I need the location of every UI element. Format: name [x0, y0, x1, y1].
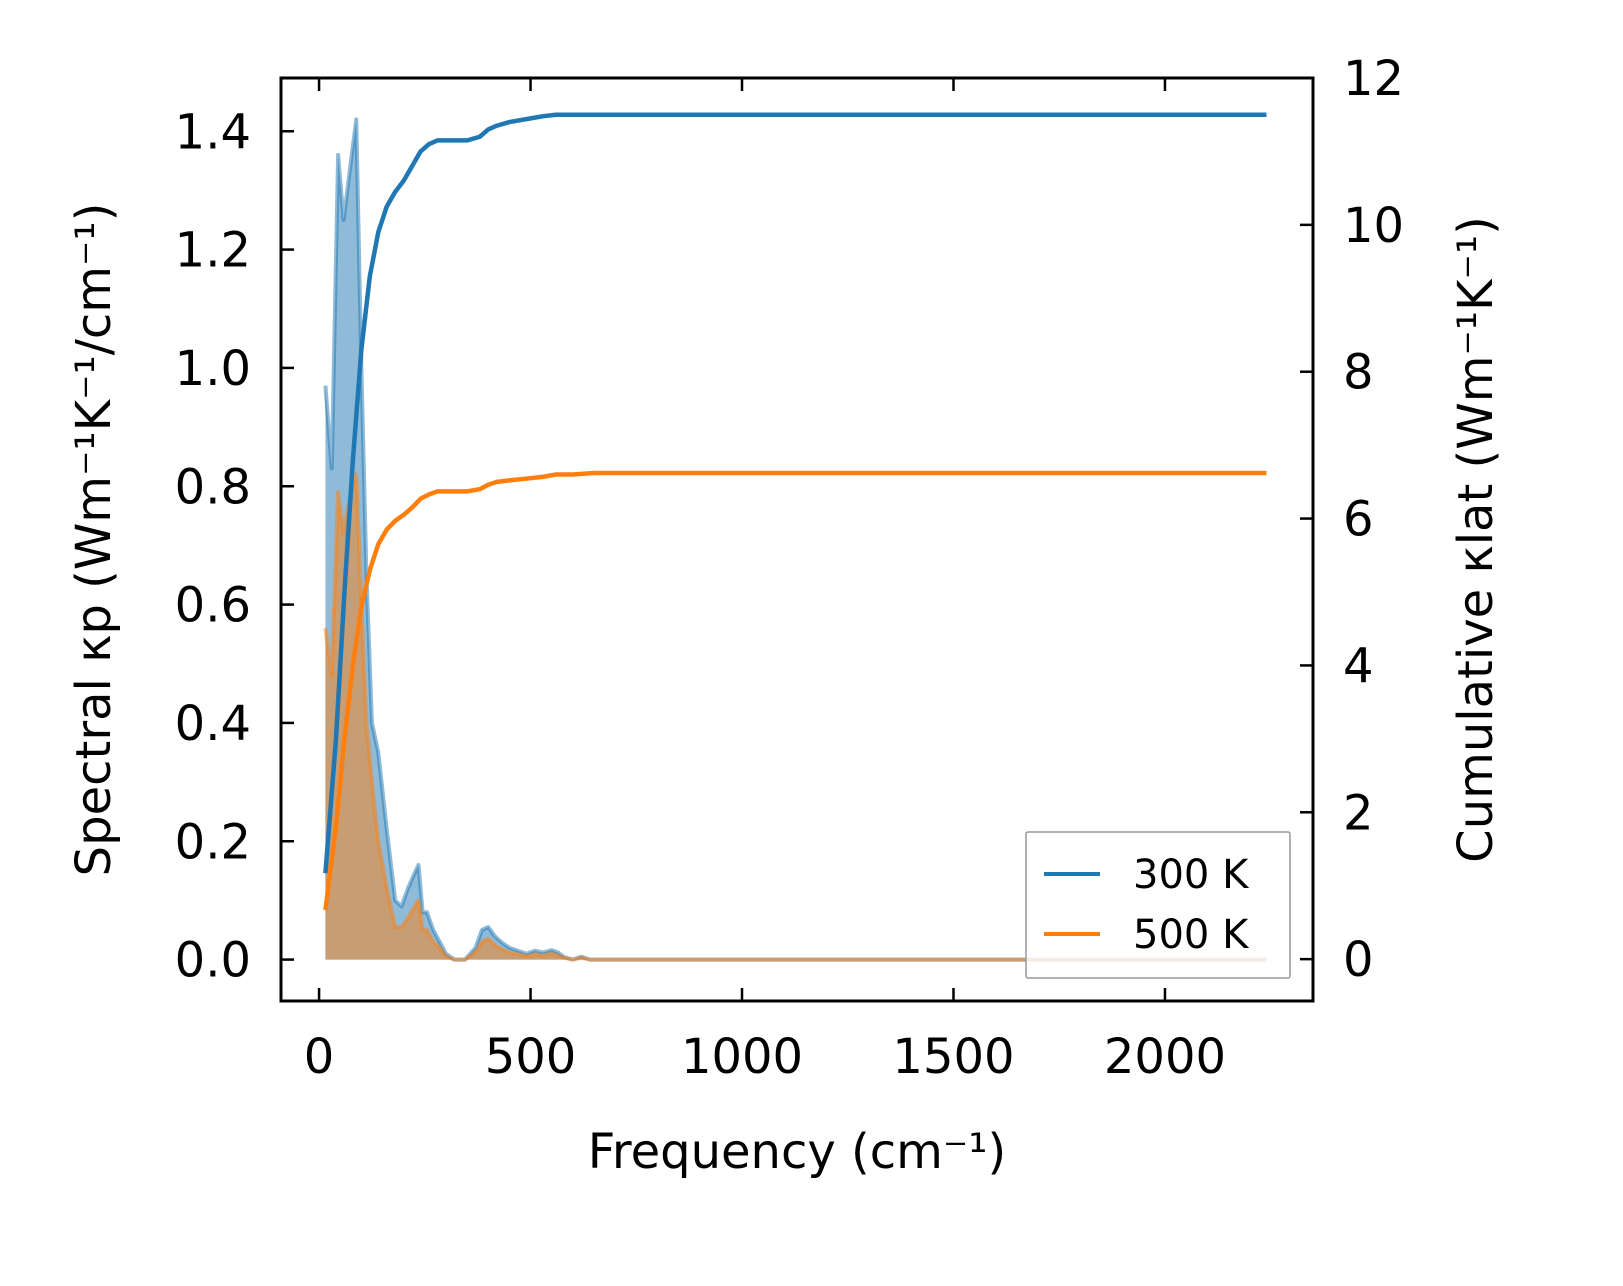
y-axis-label-left: Spectral κp (Wm⁻¹K⁻¹/cm⁻¹) [66, 203, 122, 877]
x-tick-label: 2000 [1104, 1029, 1226, 1085]
x-tick-label: 1000 [681, 1029, 803, 1085]
y-tick-label-left: 0.8 [175, 459, 251, 515]
line-layer [323, 112, 1267, 911]
y-tick-label-left: 1.4 [175, 104, 251, 160]
y-tick-label-right: 4 [1343, 638, 1374, 694]
x-axis-label: Frequency (cm⁻¹) [588, 1124, 1006, 1180]
y-tick-label-left: 0.0 [175, 933, 251, 989]
y-tick-label-left: 1.2 [175, 223, 251, 279]
x-tick-label: 0 [304, 1029, 335, 1085]
tick-layer: 0 500 1000 1500 2000 0.0 0.2 0.4 0.6 0.8 1.0 1.2 1.4… [175, 51, 1404, 1085]
legend: 300 K 500 K [1025, 831, 1291, 979]
y-tick-label-left: 0.2 [175, 814, 251, 870]
y-tick-label-left: 0.4 [175, 696, 251, 752]
plot-frame [279, 76, 1315, 1003]
legend-box [1025, 831, 1291, 979]
y-tick-label-right: 2 [1343, 785, 1374, 841]
y-axis-label-right: Cumulative κlat (Wm⁻¹K⁻¹) [1448, 216, 1504, 863]
spectral-line-500k [323, 472, 1267, 962]
x-tick-label: 1500 [892, 1029, 1014, 1085]
y-tick-label-right: 10 [1343, 198, 1404, 254]
y-tick-label-right: 6 [1343, 492, 1374, 548]
y-tick-label-left: 1.0 [175, 341, 251, 397]
y-tick-label-left: 0.6 [175, 578, 251, 634]
cumulative-line-500k [323, 470, 1267, 911]
y-tick-label-right: 12 [1343, 51, 1404, 107]
x-tick-label: 500 [485, 1029, 577, 1085]
spectral-fill-layer [323, 117, 1267, 962]
y-tick-label-right: 8 [1343, 345, 1374, 401]
y-tick-label-right: 0 [1343, 932, 1374, 988]
legend-label-500k: 500 K [1133, 912, 1250, 958]
legend-label-300k: 300 K [1133, 852, 1250, 898]
cumulative-line-300k [323, 112, 1267, 874]
